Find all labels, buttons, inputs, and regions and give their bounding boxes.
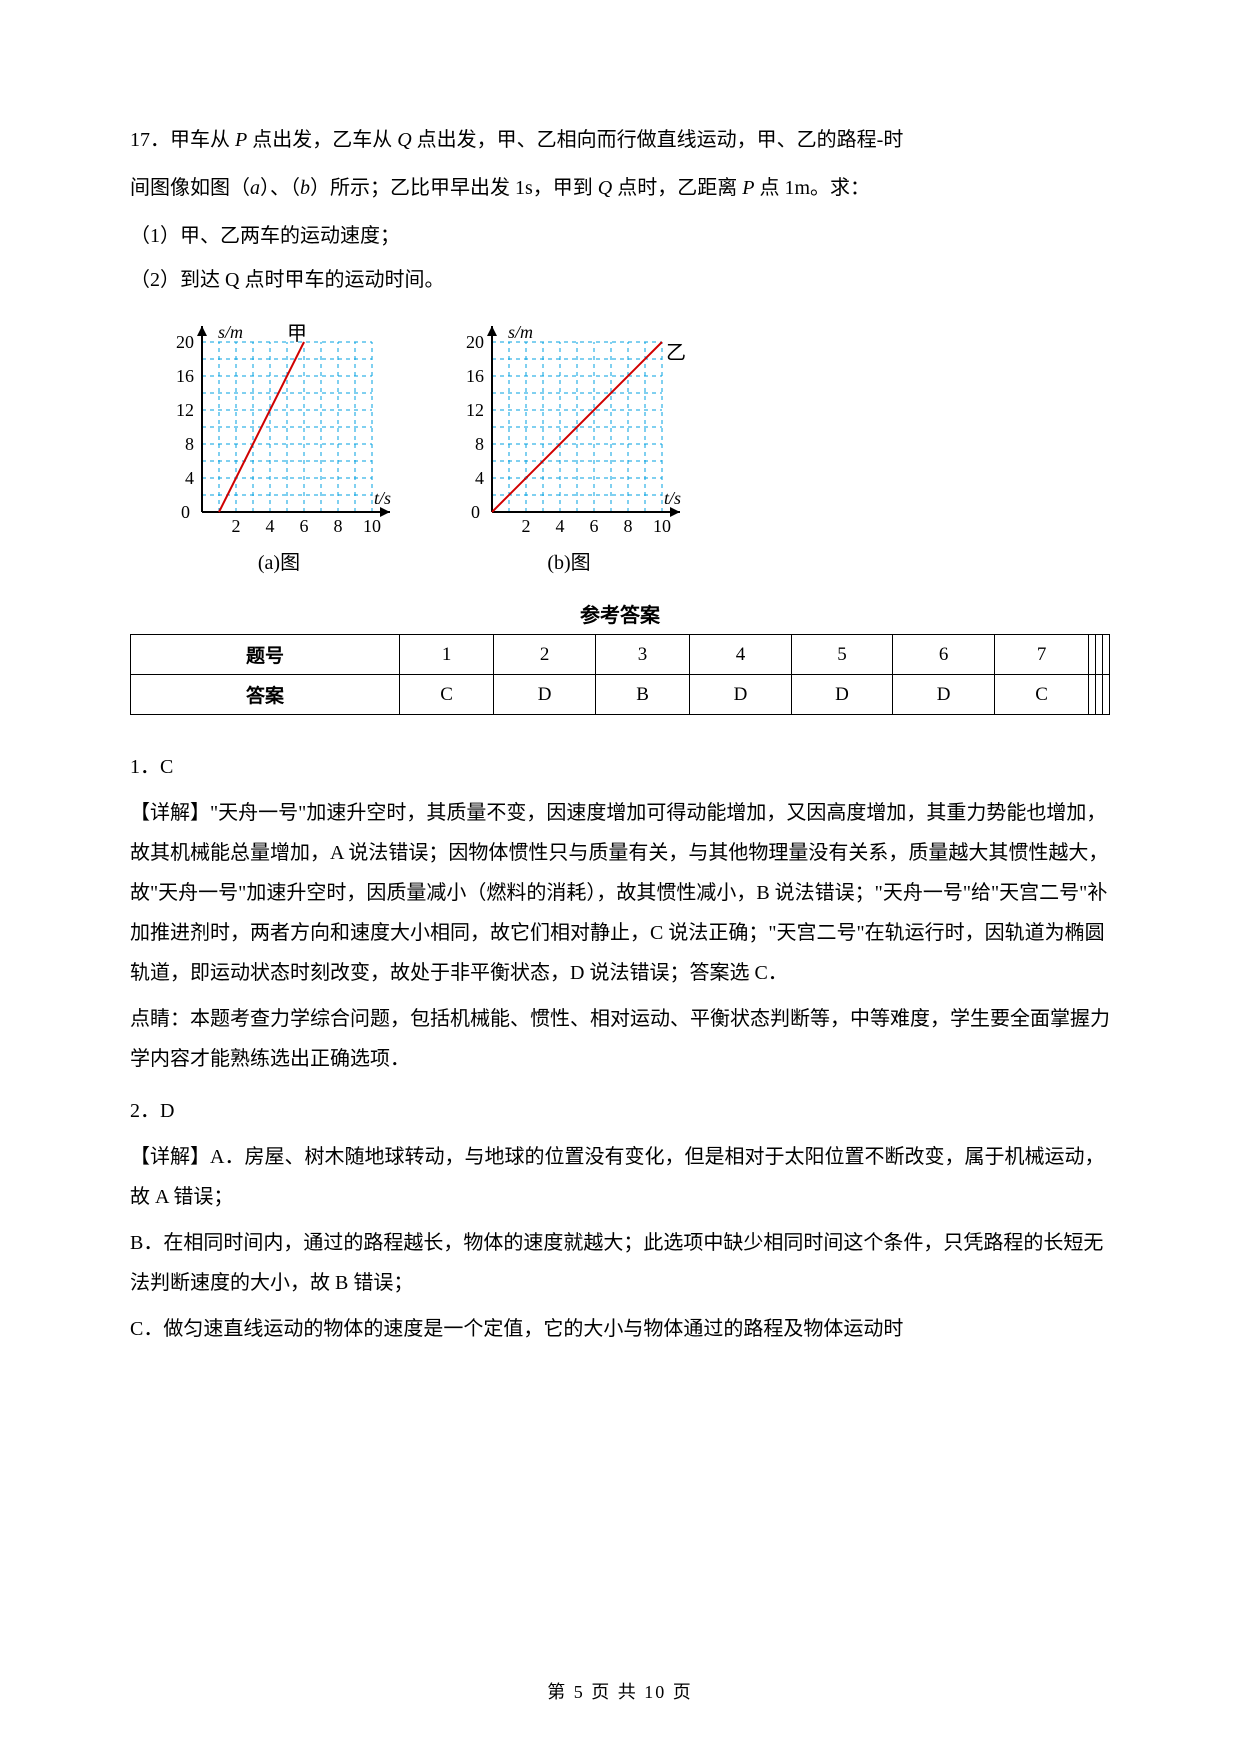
q1-num: 1．C — [130, 747, 1110, 787]
table-cell-num: 6 — [893, 635, 995, 675]
table-cell-num: 5 — [791, 635, 893, 675]
table-cell-val: D — [791, 675, 893, 715]
svg-text:20: 20 — [176, 332, 194, 352]
q17-line1: 17．甲车从 P 点出发，乙车从 Q 点出发，甲、乙相向而行做直线运动，甲、乙的… — [130, 120, 1110, 160]
svg-text:12: 12 — [176, 400, 194, 420]
svg-text:10: 10 — [653, 516, 671, 536]
table-cell-val: B — [595, 675, 689, 715]
svg-text:2: 2 — [522, 516, 531, 536]
svg-text:4: 4 — [475, 468, 484, 488]
q1-body: 【详解】"天舟一号"加速升空时，其质量不变，因速度增加可得动能增加，又因高度增加… — [130, 793, 1110, 993]
table-cell-val: D — [893, 675, 995, 715]
svg-text:10: 10 — [363, 516, 381, 536]
svg-text:s/m: s/m — [218, 322, 243, 342]
svg-text:0: 0 — [181, 502, 190, 522]
svg-text:4: 4 — [266, 516, 275, 536]
svg-text:12: 12 — [466, 400, 484, 420]
svg-text:4: 4 — [556, 516, 565, 536]
q2-body-a: 【详解】A．房屋、树木随地球转动，与地球的位置没有变化，但是相对于太阳位置不断改… — [130, 1137, 1110, 1217]
table-cell-val — [1089, 675, 1096, 715]
svg-text:16: 16 — [466, 366, 484, 386]
t: 点出发，乙车从 — [247, 129, 397, 151]
q2-body-c: C．做匀速直线运动的物体的速度是一个定值，它的大小与物体通过的路程及物体运动时 — [130, 1309, 1110, 1349]
table-cell-num: 7 — [994, 635, 1088, 675]
t: 点时甲车的运动时间。 — [239, 269, 444, 291]
table-cell-val: D — [494, 675, 596, 715]
svg-text:甲: 甲 — [287, 323, 307, 345]
svg-text:6: 6 — [590, 516, 599, 536]
table-header-ans: 答案 — [131, 675, 400, 715]
table-cell-num — [1096, 635, 1103, 675]
chart-b: 2 4 6 8 10 0 4 8 12 16 20 s/m t/s 乙 — [444, 312, 694, 542]
t: 点时，乙距离 — [612, 177, 742, 199]
chart-b-caption: (b)图 — [547, 546, 590, 575]
svg-text:4: 4 — [185, 468, 194, 488]
svg-text:6: 6 — [300, 516, 309, 536]
var-a: a — [250, 177, 260, 199]
chart-a-caption: (a)图 — [258, 546, 300, 575]
table-cell-val — [1103, 675, 1110, 715]
t: 点 1m。求： — [754, 177, 870, 199]
answer-table: 题号1234567答案CDBDDDC — [130, 634, 1110, 715]
q2-num: 2．D — [130, 1091, 1110, 1131]
svg-text:8: 8 — [185, 434, 194, 454]
t: ）、（ — [260, 177, 300, 199]
table-header-qnum: 题号 — [131, 635, 400, 675]
svg-text:2: 2 — [232, 516, 241, 536]
t: 间图像如图（ — [130, 177, 250, 199]
charts-row: 2 4 6 8 10 0 4 8 12 16 20 s/m t/s 甲 (a)图 2 4 6 8 10 0 4 8 12 1… — [154, 312, 1110, 575]
chart-a-wrapper: 2 4 6 8 10 0 4 8 12 16 20 s/m t/s 甲 (a)图 — [154, 312, 404, 575]
svg-text:8: 8 — [475, 434, 484, 454]
chart-a: 2 4 6 8 10 0 4 8 12 16 20 s/m t/s 甲 — [154, 312, 404, 542]
t: 17．甲车从 — [130, 129, 235, 151]
svg-text:s/m: s/m — [508, 322, 533, 342]
table-cell-val: D — [690, 675, 792, 715]
page-footer: 第 5 页 共 10 页 — [0, 1678, 1240, 1704]
svg-text:8: 8 — [334, 516, 343, 536]
t: （2）到达 — [130, 269, 225, 291]
q17-sub2: （2）到达 Q 点时甲车的运动时间。 — [130, 260, 1110, 300]
t: 点出发，甲、乙相向而行做直线运动，甲、乙的路程-时 — [412, 129, 904, 151]
svg-text:16: 16 — [176, 366, 194, 386]
svg-text:t/s: t/s — [374, 488, 391, 508]
var-Q: Q — [598, 177, 612, 199]
table-cell-num — [1103, 635, 1110, 675]
q2-body-b: B．在相同时间内，通过的路程越长，物体的速度就越大；此选项中缺少相同时间这个条件… — [130, 1223, 1110, 1303]
t: ）所示；乙比甲早出发 1s，甲到 — [310, 177, 598, 199]
table-cell-num: 3 — [595, 635, 689, 675]
q17-sub1: （1）甲、乙两车的运动速度； — [130, 216, 1110, 256]
var-P: P — [742, 177, 754, 199]
svg-text:20: 20 — [466, 332, 484, 352]
chart-b-wrapper: 2 4 6 8 10 0 4 8 12 16 20 s/m t/s 乙 (b)图 — [444, 312, 694, 575]
table-cell-val — [1096, 675, 1103, 715]
table-cell-num — [1089, 635, 1096, 675]
svg-text:8: 8 — [624, 516, 633, 536]
table-cell-num: 1 — [399, 635, 493, 675]
answer-header: 参考答案 — [130, 599, 1110, 628]
var-b: b — [300, 177, 310, 199]
table-cell-val: C — [994, 675, 1088, 715]
var-Q: Q — [397, 129, 411, 151]
var-P: P — [235, 129, 247, 151]
table-cell-num: 4 — [690, 635, 792, 675]
table-cell-num: 2 — [494, 635, 596, 675]
var-Q: Q — [225, 269, 239, 291]
table-cell-val: C — [399, 675, 493, 715]
q1-tip: 点睛：本题考查力学综合问题，包括机械能、惯性、相对运动、平衡状态判断等，中等难度… — [130, 999, 1110, 1079]
q17-line2: 间图像如图（a）、（b）所示；乙比甲早出发 1s，甲到 Q 点时，乙距离 P 点… — [130, 168, 1110, 208]
svg-text:乙: 乙 — [666, 342, 686, 364]
svg-text:0: 0 — [471, 502, 480, 522]
svg-text:t/s: t/s — [664, 488, 681, 508]
